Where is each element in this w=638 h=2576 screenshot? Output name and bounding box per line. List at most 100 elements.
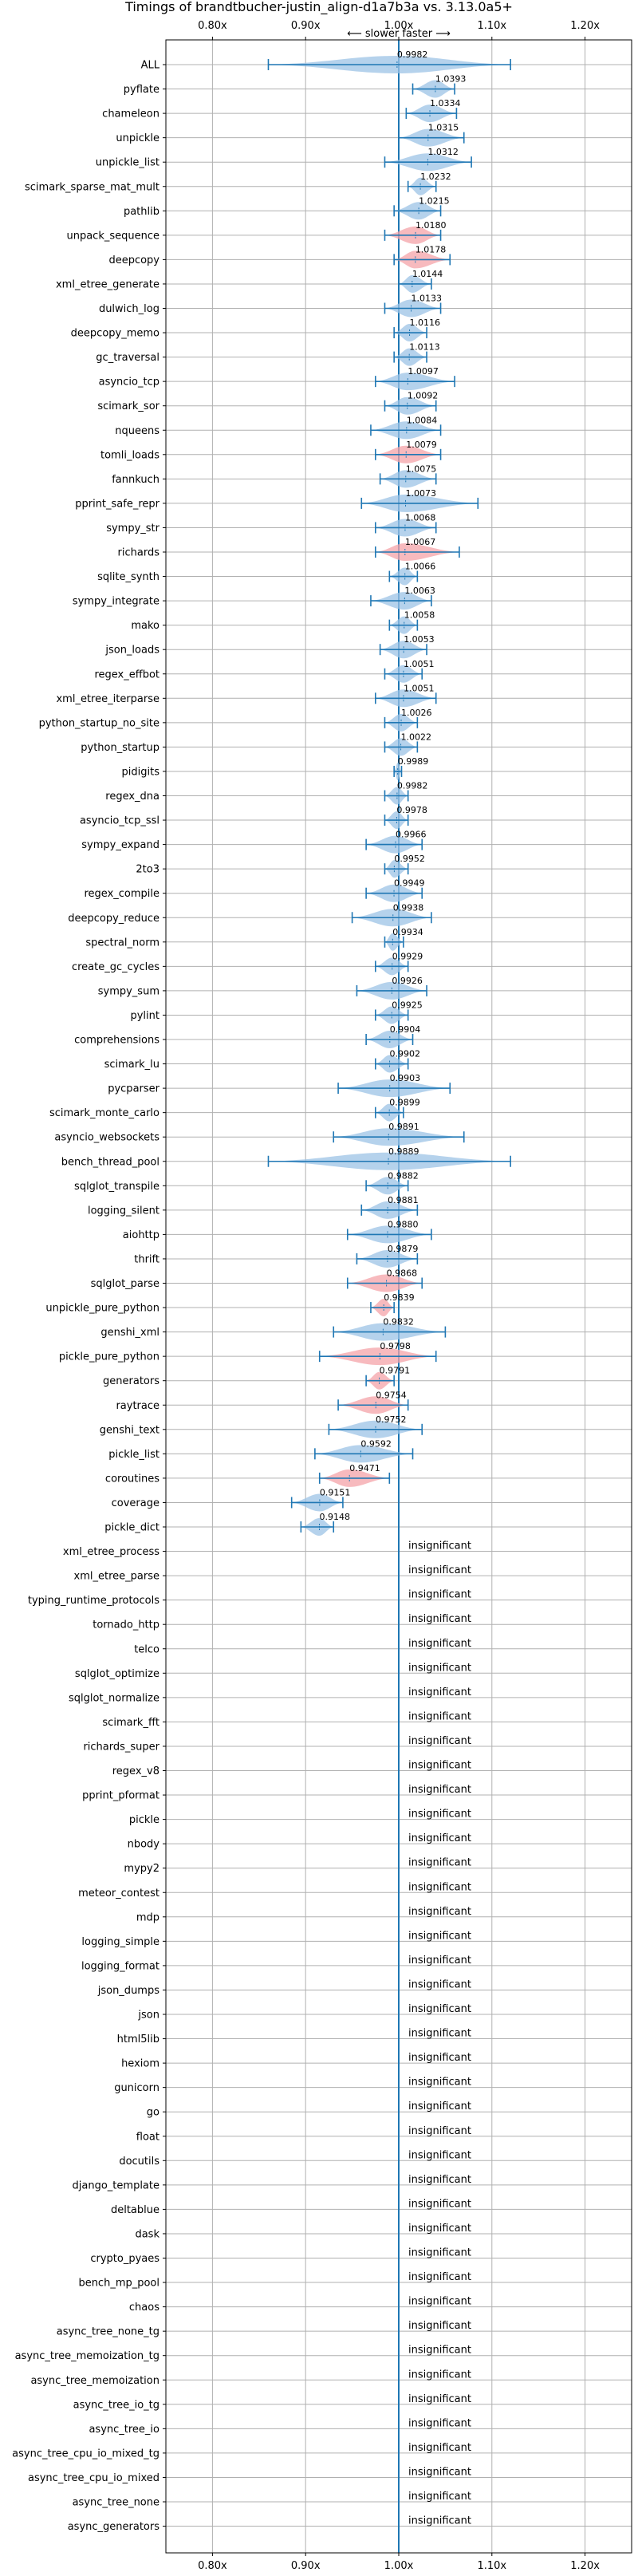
benchmark-label: coverage (112, 1497, 160, 1509)
benchmark-label: mako (131, 620, 160, 632)
benchmark-label: deepcopy (108, 254, 160, 266)
benchmark-label: richards_super (83, 1741, 160, 1753)
insignificant-label: insignificant (408, 1784, 471, 1796)
value-label: 0.9938 (393, 902, 424, 913)
x-tick-label-top: 1.00x (384, 20, 414, 32)
benchmark-label: nbody (128, 1839, 160, 1851)
value-label: 1.0075 (406, 464, 437, 474)
benchmark-label: bench_mp_pool (78, 2278, 160, 2290)
value-label: 0.9904 (390, 1024, 421, 1035)
value-label: 1.0053 (404, 634, 435, 645)
benchmark-label: genshi_text (100, 1424, 160, 1436)
value-label: 0.9899 (389, 1098, 420, 1108)
benchmark-label: asyncio_tcp_ssl (80, 815, 160, 827)
benchmark-label: pidigits (122, 766, 160, 778)
benchmark-label: comprehensions (74, 1035, 160, 1047)
benchmark-label: tornado_http (93, 1619, 160, 1631)
benchmark-label: async_tree_none (73, 2497, 160, 2509)
benchmark-label: meteor_contest (78, 1888, 160, 1899)
insignificant-label: insignificant (408, 2028, 471, 2040)
benchmark-label: pickle_list (108, 1449, 160, 1461)
benchmark-label: typing_runtime_protocols (28, 1595, 160, 1607)
value-label: 1.0113 (409, 342, 440, 353)
category-labels: ALL pyflate chameleon unpickle unpickle_list… (12, 60, 160, 2534)
value-label: 0.9929 (392, 951, 423, 961)
insignificant-label: insignificant (408, 1540, 471, 1552)
benchmark-label: html5lib (117, 2034, 160, 2045)
benchmark-label: deepcopy_memo (71, 328, 160, 340)
benchmark-label: unpickle_list (96, 157, 160, 169)
benchmark-label: scimark_fft (102, 1717, 160, 1729)
value-label: 0.9925 (392, 1000, 423, 1010)
insignificant-label: insignificant (408, 2003, 471, 2015)
insignificant-label: insignificant (408, 1662, 471, 1674)
benchmark-label: python_startup (81, 742, 160, 754)
benchmark-label: unpack_sequence (66, 230, 160, 242)
benchmark-label: async_tree_cpu_io_mixed_tg (12, 2448, 160, 2460)
insignificant-label: insignificant (408, 1735, 471, 1747)
value-label: 1.0334 (430, 98, 461, 108)
value-label: 0.9791 (380, 1366, 411, 1376)
benchmark-label: asyncio_tcp (99, 377, 160, 389)
benchmark-label: regex_dna (105, 791, 160, 803)
insignificant-label: insignificant (408, 2149, 471, 2161)
value-label: 1.0073 (406, 488, 436, 499)
insignificant-label: insignificant (408, 2125, 471, 2137)
chart-title: Timings of brandtbucher-justin_align-d1a… (124, 0, 513, 15)
value-label: 1.0232 (420, 172, 451, 182)
benchmark-label: xml_etree_generate (56, 278, 160, 290)
benchmark-label: tomli_loads (100, 449, 160, 461)
benchmark-label: pprint_safe_repr (75, 498, 160, 510)
benchmark-label: float (136, 2131, 160, 2143)
value-label: 1.0063 (404, 586, 435, 596)
benchmark-label: gunicorn (114, 2082, 160, 2094)
benchmark-label: mypy2 (124, 1863, 160, 1875)
value-label: 0.9989 (398, 756, 429, 767)
benchmark-label: sqlglot_transpile (74, 1181, 160, 1193)
value-label: 0.9902 (390, 1049, 421, 1059)
benchmark-label: json_dumps (97, 1985, 160, 1997)
benchmark-label: pylint (130, 1010, 160, 1022)
benchmark-label: regex_effbot (94, 669, 160, 680)
benchmark-label: json (137, 2010, 160, 2022)
benchmark-label: logging_simple (81, 1936, 160, 1948)
benchmark-label: json_loads (104, 645, 160, 657)
value-label: 1.0178 (415, 244, 447, 254)
x-tick-label-bottom: 1.20x (570, 2560, 600, 2572)
benchmark-label: logging_format (81, 1960, 160, 1972)
benchmark-label: raytrace (116, 1400, 160, 1412)
x-tick-label-bottom: 0.80x (198, 2560, 227, 2572)
value-label: 0.9148 (319, 1512, 350, 1522)
benchmark-label: gc_traversal (96, 352, 160, 364)
value-label: 0.9934 (392, 927, 423, 937)
insignificant-label: insignificant (408, 1978, 471, 1990)
value-label: 1.0067 (405, 537, 435, 547)
benchmark-label: sympy_expand (81, 839, 160, 851)
value-label: 1.0026 (401, 708, 432, 718)
benchmark-label: regex_v8 (112, 1765, 160, 1777)
value-label: 0.9891 (388, 1122, 419, 1132)
value-label: 0.9966 (396, 830, 427, 840)
direction-label: ⟵ slower faster ⟶ (347, 28, 451, 40)
plot-area: 0.9982 1.0393 1.0334 1.0315 1.0312 1.0232 1.02… (267, 40, 511, 2553)
insignificant-label: insignificant (408, 2320, 471, 2332)
x-tick-labels: 0.80x 0.80x 0.90x 0.90x 1.00x 1.00x 1.10x 1.10x… (198, 20, 600, 2572)
benchmark-label: richards (118, 547, 160, 559)
benchmark-label: create_gc_cycles (72, 961, 160, 973)
insignificant-label: insignificant (408, 1809, 471, 1821)
insignificant-label: insignificant (408, 1930, 471, 1942)
benchmark-label: pycparser (108, 1083, 160, 1095)
value-label: 0.9978 (396, 805, 427, 815)
value-label: 0.9982 (397, 781, 427, 791)
benchmark-label: sympy_integrate (73, 596, 160, 608)
insignificant-label: insignificant (408, 1832, 471, 1844)
benchmark-label: python_startup_no_site (39, 717, 160, 729)
benchmark-label: async_generators (68, 2521, 160, 2533)
insignificant-label: insignificant (408, 2491, 471, 2503)
insignificant-label: insignificant (408, 2223, 471, 2235)
benchmark-label: sqlglot_optimize (75, 1668, 160, 1680)
benchmark-label: django_template (73, 2180, 160, 2191)
value-label: 1.0180 (415, 220, 447, 231)
x-tick-label-top: 1.20x (570, 20, 600, 32)
benchmark-label: coroutines (105, 1473, 160, 1485)
